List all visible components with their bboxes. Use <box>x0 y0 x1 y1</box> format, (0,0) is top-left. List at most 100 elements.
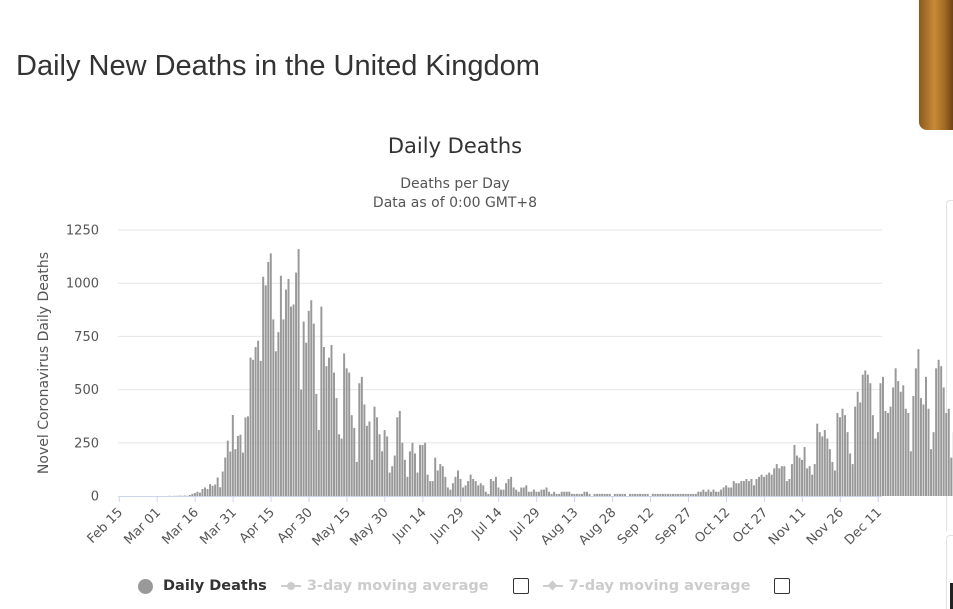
bar[interactable] <box>391 466 393 496</box>
bar[interactable] <box>280 276 282 496</box>
bar[interactable] <box>462 487 464 496</box>
bar[interactable] <box>204 487 206 496</box>
bar[interactable] <box>761 475 763 496</box>
bar[interactable] <box>753 485 755 496</box>
bar[interactable] <box>758 477 760 496</box>
bar[interactable] <box>351 415 353 496</box>
bar[interactable] <box>257 341 259 496</box>
bar[interactable] <box>799 458 801 496</box>
bar[interactable] <box>540 490 542 496</box>
bar[interactable] <box>234 449 236 496</box>
bar[interactable] <box>874 439 876 496</box>
bar[interactable] <box>652 494 654 496</box>
bar[interactable] <box>308 311 310 496</box>
bar[interactable] <box>361 377 363 496</box>
bar[interactable] <box>842 409 844 496</box>
bar[interactable] <box>515 490 517 496</box>
bar[interactable] <box>293 304 295 496</box>
bar[interactable] <box>710 492 712 496</box>
bar[interactable] <box>763 477 765 496</box>
bar[interactable] <box>305 343 307 496</box>
bar[interactable] <box>262 277 264 496</box>
bar[interactable] <box>654 494 656 496</box>
bar[interactable] <box>399 411 401 496</box>
bar[interactable] <box>485 492 487 496</box>
bar[interactable] <box>740 481 742 496</box>
bar[interactable] <box>892 387 894 496</box>
bar[interactable] <box>331 345 333 496</box>
bar[interactable] <box>773 468 775 496</box>
bar[interactable] <box>733 481 735 496</box>
bar[interactable] <box>609 494 611 496</box>
bar[interactable] <box>487 494 489 496</box>
bar[interactable] <box>328 358 330 496</box>
bar[interactable] <box>422 445 424 496</box>
bar[interactable] <box>530 492 532 496</box>
bar[interactable] <box>664 494 666 496</box>
bar[interactable] <box>232 415 234 496</box>
bar[interactable] <box>310 300 312 496</box>
bar[interactable] <box>275 351 277 496</box>
bar[interactable] <box>227 441 229 496</box>
bar[interactable] <box>925 377 927 496</box>
bar[interactable] <box>508 479 510 496</box>
bar[interactable] <box>930 449 932 496</box>
bar[interactable] <box>748 481 750 496</box>
bar[interactable] <box>692 494 694 496</box>
bar[interactable] <box>546 487 548 496</box>
bar[interactable] <box>943 387 945 496</box>
bar[interactable] <box>510 477 512 496</box>
bar[interactable] <box>528 492 530 496</box>
bar[interactable] <box>621 494 623 496</box>
bar[interactable] <box>877 432 879 496</box>
checkbox-7-day-average[interactable] <box>774 578 790 594</box>
bar[interactable] <box>492 481 494 496</box>
bar[interactable] <box>406 477 408 496</box>
bar[interactable] <box>320 307 322 496</box>
bar[interactable] <box>411 443 413 496</box>
bar[interactable] <box>217 477 219 496</box>
bar[interactable] <box>207 489 209 496</box>
bar[interactable] <box>409 451 411 496</box>
bar[interactable] <box>379 434 381 496</box>
bar[interactable] <box>700 492 702 496</box>
bar[interactable] <box>490 479 492 496</box>
bar[interactable] <box>252 360 254 496</box>
bar[interactable] <box>756 479 758 496</box>
bar[interactable] <box>824 430 826 496</box>
bar[interactable] <box>260 361 262 496</box>
legend-item-3-day-average[interactable]: 3-day moving average <box>281 578 529 594</box>
bar[interactable] <box>811 475 813 496</box>
bar[interactable] <box>518 492 520 496</box>
bar[interactable] <box>277 332 279 496</box>
bar[interactable] <box>867 375 869 496</box>
bar[interactable] <box>447 487 449 496</box>
bar[interactable] <box>940 366 942 496</box>
legend-item-7-day-average[interactable]: 7-day moving average <box>543 578 791 594</box>
bar[interactable] <box>637 494 639 496</box>
bar[interactable] <box>417 473 419 496</box>
bar[interactable] <box>255 347 257 496</box>
bar[interactable] <box>449 490 451 496</box>
bar[interactable] <box>687 494 689 496</box>
bar[interactable] <box>401 443 403 496</box>
bar[interactable] <box>460 479 462 496</box>
bar[interactable] <box>333 373 335 496</box>
bar[interactable] <box>879 383 881 496</box>
bar[interactable] <box>224 457 226 496</box>
bar[interactable] <box>381 451 383 496</box>
bar[interactable] <box>480 483 482 496</box>
bar[interactable] <box>503 490 505 496</box>
bar[interactable] <box>632 494 634 496</box>
bar[interactable] <box>470 475 472 496</box>
bar[interactable] <box>670 494 672 496</box>
bar[interactable] <box>647 494 649 496</box>
bar[interactable] <box>859 402 861 496</box>
bar[interactable] <box>887 413 889 496</box>
bar[interactable] <box>239 435 241 496</box>
bar[interactable] <box>707 490 709 496</box>
bar[interactable] <box>201 489 203 496</box>
bar[interactable] <box>847 432 849 496</box>
bar[interactable] <box>533 490 535 496</box>
bar[interactable] <box>725 485 727 496</box>
